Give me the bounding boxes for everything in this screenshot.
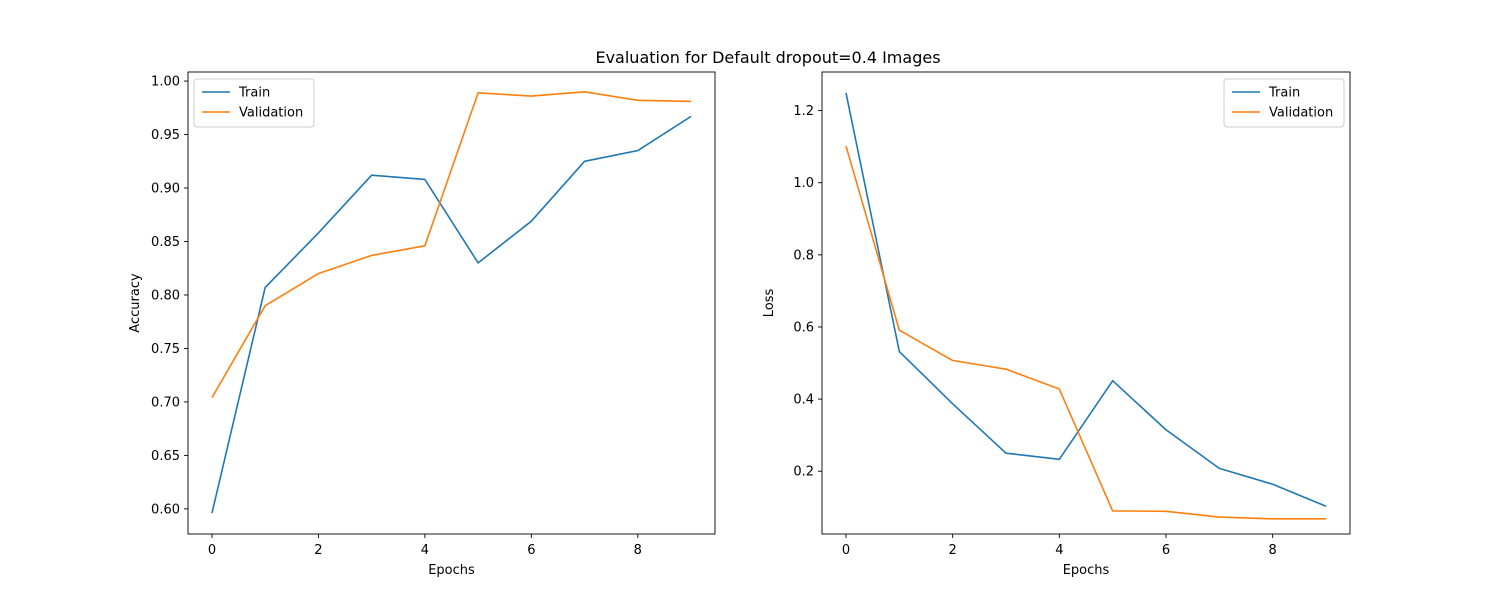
loss-legend-box (1223, 78, 1345, 128)
accuracy-legend: Train Validation (193, 78, 315, 128)
accuracy-x-axis-label: Epochs (428, 563, 475, 578)
loss-plot-frame (821, 71, 1351, 535)
accuracy-legend-box (193, 78, 315, 128)
accuracy-x-tick-label: 2 (314, 543, 322, 558)
accuracy-x-tick-label: 0 (208, 543, 216, 558)
loss-series-train-line (845, 92, 1327, 507)
loss-legend: Train Validation (1223, 78, 1345, 128)
accuracy-x-tick-label: 6 (527, 543, 535, 558)
accuracy-y-tick-label: 0.95 (151, 128, 180, 143)
accuracy-y-tick-label: 0.90 (151, 182, 180, 197)
accuracy-series-train-line (211, 115, 692, 514)
loss-legend-label-validation: Validation (1269, 106, 1333, 121)
loss-y-tick-label: 0.8 (793, 248, 814, 263)
loss-legend-label-train: Train (1268, 86, 1300, 101)
accuracy-y-axis-label: Accuracy (128, 273, 143, 333)
loss-x-tick-label: 6 (1162, 543, 1170, 558)
accuracy-x-tick-label: 4 (421, 543, 429, 558)
accuracy-legend-label-validation: Validation (239, 106, 303, 121)
loss-x-tick-label: 2 (949, 543, 957, 558)
loss-y-tick-label: 0.2 (793, 465, 814, 480)
loss-y-axis-label: Loss (762, 289, 777, 318)
loss-series-validation-line (845, 145, 1326, 520)
accuracy-axes: 0 2 4 6 8 0.60 0.65 0.70 0.75 0.80 0.85 0.90 0.95 1.0… (128, 71, 716, 578)
loss-y-tick-label: 0.6 (793, 320, 814, 335)
accuracy-plot-frame (187, 71, 716, 535)
accuracy-series-validation-line (211, 90, 692, 399)
loss-y-tick-label: 1.0 (793, 176, 814, 191)
loss-x-tick-label: 4 (1055, 543, 1063, 558)
accuracy-x-tick-label: 8 (634, 543, 642, 558)
accuracy-y-tick-label: 0.70 (151, 395, 180, 410)
loss-x-tick-label: 0 (842, 543, 850, 558)
accuracy-y-tick-label: 0.75 (151, 342, 180, 357)
loss-axes: 0 2 4 6 8 0.2 0.4 0.6 0.8 1.0 1.2 Epochs Loss Train Va… (762, 71, 1351, 578)
accuracy-y-tick-label: 1.00 (151, 75, 180, 90)
accuracy-y-tick-label: 0.80 (151, 288, 180, 303)
figure-title: Evaluation for Default dropout=0.4 Image… (595, 48, 940, 67)
loss-y-tick-label: 0.4 (793, 393, 814, 408)
accuracy-y-tick-label: 0.60 (151, 502, 180, 517)
loss-x-axis-label: Epochs (1063, 563, 1110, 578)
accuracy-y-tick-label: 0.65 (151, 449, 180, 464)
loss-y-tick-label: 1.2 (793, 104, 814, 119)
accuracy-legend-label-train: Train (238, 86, 270, 101)
accuracy-y-tick-label: 0.85 (151, 235, 180, 250)
loss-x-tick-label: 8 (1269, 543, 1277, 558)
